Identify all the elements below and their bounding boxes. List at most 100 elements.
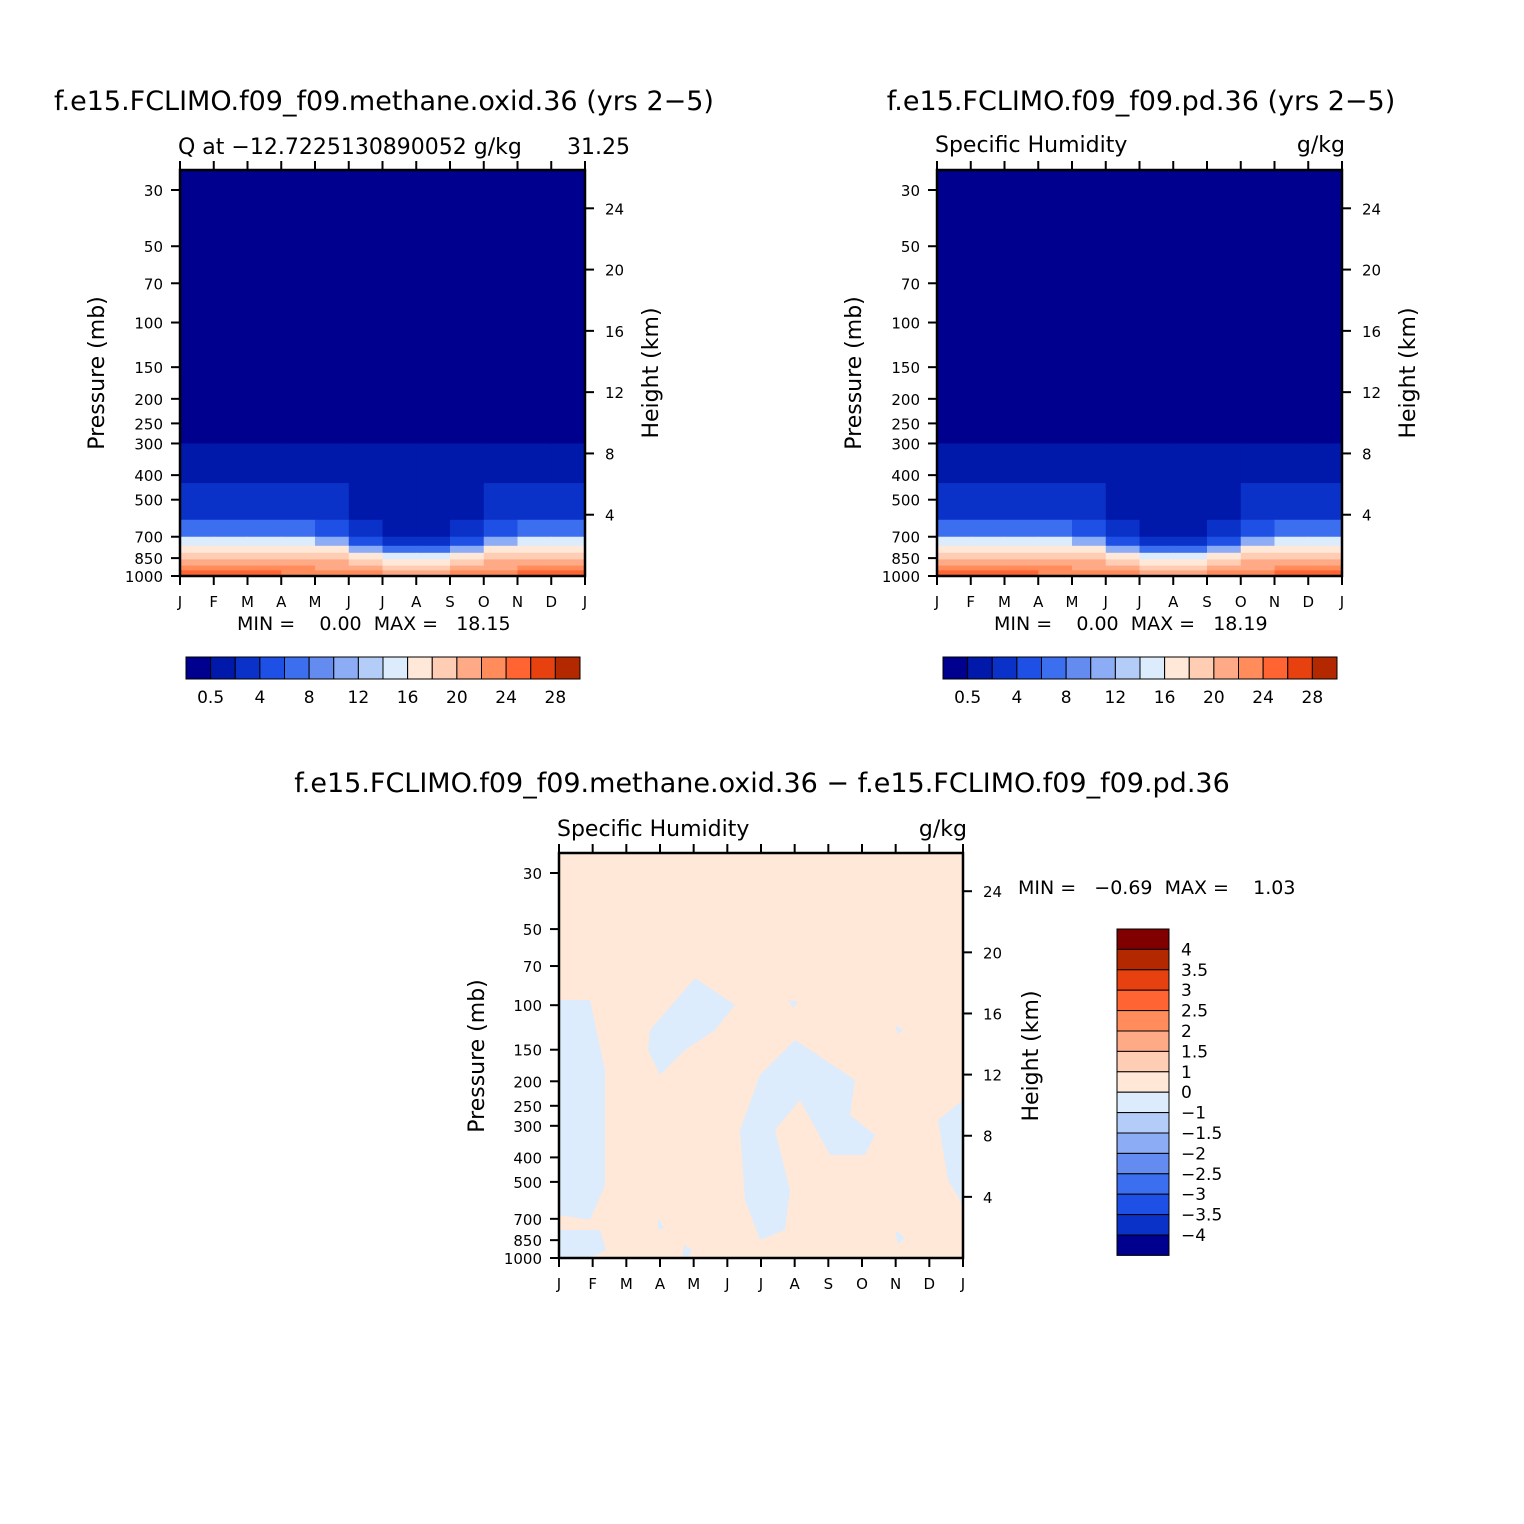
x-tick-label: A xyxy=(1168,593,1179,611)
colorbar-box xyxy=(530,656,556,680)
colorbar-box xyxy=(1116,989,1170,1012)
colorbar-box xyxy=(1139,656,1166,680)
x-tick-label: J xyxy=(934,593,939,611)
x-tick-label: M xyxy=(687,1275,700,1293)
right-title-pd: g/kg xyxy=(1297,133,1345,158)
colorbar-box xyxy=(1116,1234,1170,1256)
colorbar-box xyxy=(308,656,335,680)
colorbar-label: 3 xyxy=(1181,981,1192,1001)
colorbar-box xyxy=(1116,1152,1170,1175)
colorbar-box xyxy=(185,656,212,680)
x-tick-label: O xyxy=(856,1275,868,1293)
colorbar-pd: 0.5 4 8 12 16 20 24 28 xyxy=(942,656,1338,708)
x-tick-label: F xyxy=(209,593,218,611)
negative-region xyxy=(648,978,735,1075)
colorbar-label: 3.5 xyxy=(1181,961,1208,981)
y-right-tick-label: 8 xyxy=(983,1128,993,1146)
y-right-tick-label: 8 xyxy=(605,445,615,463)
colorbar-box xyxy=(1116,948,1170,971)
y-tick-label: 30 xyxy=(523,865,542,883)
x-tick-label: J xyxy=(582,593,587,611)
contour-band xyxy=(1173,570,1208,576)
colorbar-box xyxy=(456,656,482,680)
contour-band xyxy=(180,570,215,576)
y-tick-label: 30 xyxy=(144,182,163,200)
y-tick-label: 200 xyxy=(134,391,163,409)
contour-band xyxy=(450,570,485,576)
ylabel-methane: Pressure (mb) xyxy=(85,296,110,450)
contour-band xyxy=(970,570,1006,576)
colorbar-box xyxy=(259,656,285,680)
y-tick-label: 1000 xyxy=(504,1250,542,1268)
colorbar-box xyxy=(1188,656,1215,680)
y-tick-label: 150 xyxy=(134,359,163,377)
colorbar-box xyxy=(284,656,310,680)
contour-band xyxy=(1240,570,1276,576)
contour-band xyxy=(213,570,249,576)
ylabel-right-methane: Height (km) xyxy=(639,307,664,438)
x-tick-label: J xyxy=(1339,593,1344,611)
ylabel-right-diff: Height (km) xyxy=(1019,990,1044,1121)
x-tick-label: A xyxy=(276,593,287,611)
y-right-tick-label: 4 xyxy=(1362,507,1372,525)
negative-region xyxy=(788,1000,798,1008)
colorbar-label: −2 xyxy=(1181,1144,1206,1164)
plot-area-diff: J F M A M J J A S O N D J 30 50 70 100 150 200 250 300 400 500… xyxy=(504,844,1002,1293)
colorbar-label: −4 xyxy=(1181,1226,1206,1246)
y-right-tick-label: 20 xyxy=(1362,262,1381,280)
left-title-diff: Specific Humidity xyxy=(557,817,749,842)
min-max-diff: MIN = −0.69 MAX = 1.03 xyxy=(1018,877,1295,899)
y-tick-label: 100 xyxy=(134,315,163,333)
colorbar-box xyxy=(431,656,458,680)
x-tick-label: A xyxy=(790,1275,801,1293)
right-title-diff: g/kg xyxy=(919,817,967,842)
contour-band xyxy=(1072,570,1107,576)
colorbar-box xyxy=(1114,656,1141,680)
contour-band xyxy=(382,570,417,576)
colorbar-label: 16 xyxy=(397,688,419,708)
colorbar-box xyxy=(1116,1030,1170,1052)
y-tick-label: 50 xyxy=(144,238,163,256)
colorbar-label: 4 xyxy=(254,688,265,708)
x-tick-label: J xyxy=(1136,593,1141,611)
colorbar-box xyxy=(357,656,384,680)
colorbar-box xyxy=(1116,1010,1170,1032)
ylabel-pd: Pressure (mb) xyxy=(842,296,867,450)
colorbar-box xyxy=(1065,656,1092,680)
colorbar-methane: 0.5 4 8 12 16 20 24 28 xyxy=(185,656,581,708)
contour-band xyxy=(1038,570,1073,576)
case-title-diff: f.e15.FCLIMO.f09_f09.methane.oxid.36 − f… xyxy=(294,768,1230,799)
y-tick-label: 200 xyxy=(891,391,920,409)
colorbar-label: −3 xyxy=(1181,1185,1206,1205)
x-tick-label: J xyxy=(379,593,384,611)
x-tick-label: J xyxy=(346,593,351,611)
y-right-tick-label: 12 xyxy=(983,1067,1002,1085)
x-tick-label: S xyxy=(824,1275,834,1293)
colorbar-box xyxy=(1116,1071,1170,1093)
negative-region xyxy=(938,1100,963,1205)
contour-band xyxy=(281,570,316,576)
contour-band xyxy=(517,570,552,576)
y-tick-label: 500 xyxy=(891,492,920,510)
left-title-pd: Specific Humidity xyxy=(935,133,1127,158)
y-tick-label: 250 xyxy=(891,415,920,433)
negative-region xyxy=(559,1000,605,1220)
y-tick-label: 300 xyxy=(891,435,920,453)
colorbar-label: 1 xyxy=(1181,1063,1192,1083)
panel-diff: f.e15.FCLIMO.f09_f09.methane.oxid.36 − f… xyxy=(294,768,1295,1293)
y-tick-label: 250 xyxy=(134,415,163,433)
contour-band xyxy=(315,570,350,576)
x-tick-label: D xyxy=(545,593,557,611)
y-tick-label: 70 xyxy=(523,958,542,976)
ylabel-right-pd: Height (km) xyxy=(1396,307,1421,438)
colorbar-label: 20 xyxy=(446,688,468,708)
right-title-methane: 31.25 xyxy=(567,135,630,160)
y-tick-label: 700 xyxy=(134,529,163,547)
colorbar-label: −3.5 xyxy=(1181,1206,1222,1226)
y-right-tick-label: 24 xyxy=(1362,200,1381,218)
colorbar-label: 0.5 xyxy=(197,688,224,708)
colorbar-label: 4 xyxy=(1181,940,1192,960)
x-tick-label: M xyxy=(1066,593,1079,611)
y-right-tick-label: 20 xyxy=(983,944,1002,962)
x-tick-label: J xyxy=(758,1275,763,1293)
